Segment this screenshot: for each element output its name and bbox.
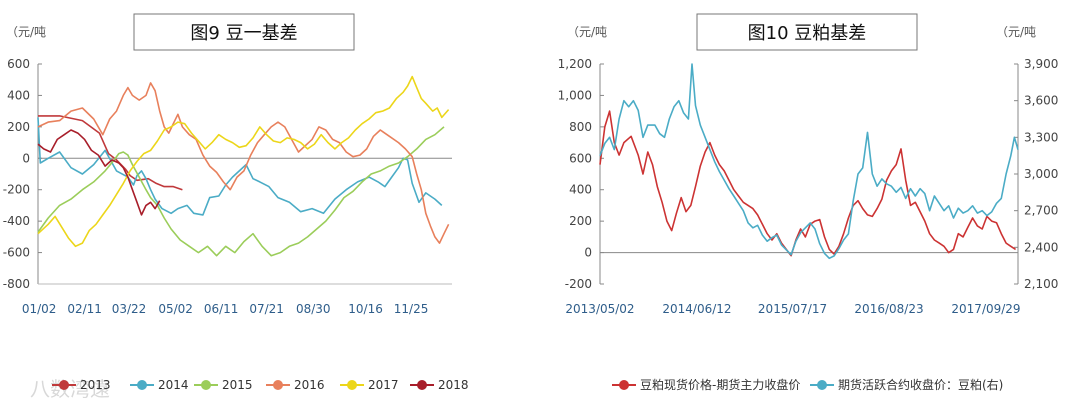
- chart1-y-tick-label: -600: [3, 246, 30, 260]
- chart2-y-tick-label: -200: [565, 277, 592, 291]
- chart1-unit-label: （元/吨: [6, 25, 46, 39]
- chart2-unit-label-left: （元/吨: [567, 25, 607, 39]
- chart1-legend-label: 2018: [438, 378, 469, 392]
- chart1-x-tick-label: 11/25: [394, 302, 429, 316]
- chart2-y2-tick-label: 3,600: [1024, 94, 1058, 108]
- chart2-y2-tick-label: 2,700: [1024, 204, 1058, 218]
- chart1-series-2016-line: [37, 82, 450, 244]
- chart2-series-1-line: [599, 110, 1017, 257]
- chart2-y2-tick-label: 3,900: [1024, 57, 1058, 71]
- chart2-y-tick-label: 1,200: [558, 57, 592, 71]
- chart2-legend-swatch-marker: [817, 380, 827, 390]
- chart1-legend-swatch-marker: [201, 380, 211, 390]
- watermark-text: 八数湾遠: [30, 377, 110, 401]
- chart1-x-tick-label: 07/21: [249, 302, 284, 316]
- chart1-legend-swatch-marker: [59, 380, 69, 390]
- chart2-legend-label: 期货活跃合约收盘价：豆粕(右): [838, 377, 1003, 392]
- chart2-y-tick-label: 800: [569, 120, 592, 134]
- chart2-y-tick-label: 0: [584, 246, 592, 260]
- chart1-series-2017-line: [37, 75, 450, 248]
- chart2-x-tick-label: 2016/08/23: [854, 302, 923, 316]
- chart1-series-2014-line: [37, 117, 443, 216]
- chart2-x-tick-label: 2015/07/17: [758, 302, 827, 316]
- chart1-legend-label: 2014: [158, 378, 189, 392]
- chart2-y-tick-label: 400: [569, 183, 592, 197]
- chart2-title: 图10 豆粕基差: [748, 23, 867, 44]
- chart1-title: 图9 豆一基差: [190, 23, 297, 44]
- chart2-y2-tick-label: 2,400: [1024, 240, 1058, 254]
- chart2-y-tick-label: 1,000: [558, 88, 592, 102]
- chart1-legend-swatch-marker: [347, 380, 357, 390]
- chart2-y-tick-label: 600: [569, 151, 592, 165]
- chart1-legend-swatch-marker: [137, 380, 147, 390]
- chart1-x-tick-label: 02/11: [67, 302, 102, 316]
- chart2-x-tick-label: 2013/05/02: [565, 302, 634, 316]
- chart1-legend-label: 2015: [222, 378, 253, 392]
- chart1-x-tick-label: 03/22: [112, 302, 147, 316]
- chart2-y2-tick-label: 3,300: [1024, 130, 1058, 144]
- chart1-y-tick-label: 400: [7, 88, 30, 102]
- chart2-legend-swatch-marker: [619, 380, 629, 390]
- chart2-x-tick-label: 2017/09/29: [951, 302, 1020, 316]
- chart1-series-2013-line: [38, 115, 183, 191]
- chart1-legend-label: 2016: [294, 378, 325, 392]
- chart1-x-tick-label: 05/02: [158, 302, 193, 316]
- chart1-x-tick-label: 06/11: [204, 302, 239, 316]
- chart1-y-tick-label: -400: [3, 214, 30, 228]
- chart2-legend-label: 豆粕现货价格-期货主力收盘价: [640, 377, 800, 392]
- chart1-legend-label: 2013: [80, 378, 111, 392]
- chart1-x-tick-label: 08/30: [296, 302, 331, 316]
- chart2-y-tick-label: 200: [569, 214, 592, 228]
- chart2-y2-tick-label: 2,100: [1024, 277, 1058, 291]
- chart1-y-tick-label: -200: [3, 183, 30, 197]
- chart1-y-tick-label: 0: [22, 151, 30, 165]
- chart1-y-tick-label: -800: [3, 277, 30, 291]
- chart2-series-2-line: [599, 63, 1019, 260]
- chart1-x-tick-label: 01/02: [22, 302, 57, 316]
- chart2-x-tick-label: 2014/06/12: [662, 302, 731, 316]
- chart1-y-tick-label: 200: [7, 120, 30, 134]
- chart1-legend-swatch-marker: [273, 380, 283, 390]
- chart1-title-box: [133, 13, 355, 51]
- chart2-title-box: [696, 13, 918, 51]
- chart1-series-2015-line: [37, 126, 445, 257]
- chart1-legend-swatch-marker: [417, 380, 427, 390]
- chart1-legend-label: 2017: [368, 378, 399, 392]
- chart1-y-tick-label: 600: [7, 57, 30, 71]
- chart1-x-tick-label: 10/16: [348, 302, 383, 316]
- chart2-unit-label-right: （元/吨: [996, 25, 1036, 39]
- chart1-series-2018-line: [37, 129, 161, 216]
- chart2-y2-tick-label: 3,000: [1024, 167, 1058, 181]
